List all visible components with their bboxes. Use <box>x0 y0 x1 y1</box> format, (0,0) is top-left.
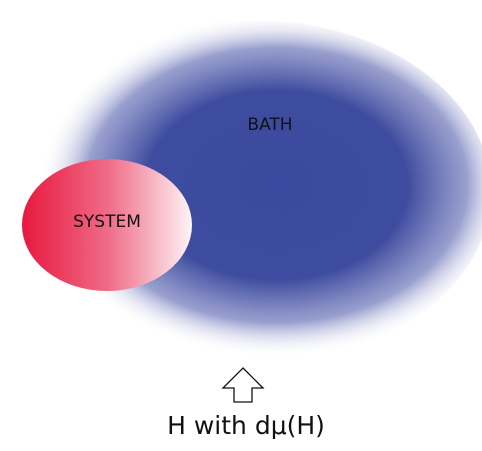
system-label: SYSTEM <box>73 212 141 232</box>
arrow <box>221 367 265 403</box>
arrow-label: H with dμ(H) <box>167 411 325 440</box>
bath-label: BATH <box>247 115 292 135</box>
system-blob <box>22 159 192 291</box>
